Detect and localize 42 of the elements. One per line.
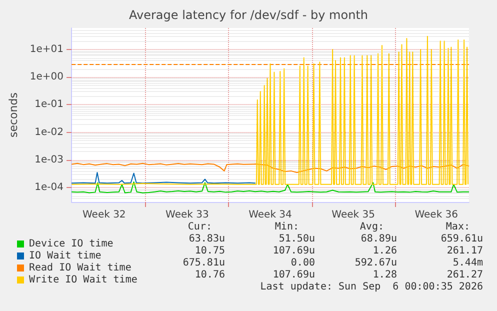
line-series: [71, 36, 469, 185]
text: Min:: [274, 222, 299, 232]
line-series: [71, 181, 470, 194]
y-tick-label: 1e-03: [34, 154, 64, 166]
text: 675.81u: [182, 258, 225, 268]
text: 51.50u: [278, 234, 315, 244]
text: 63.83u: [188, 234, 225, 244]
y-axis-title: seconds: [7, 92, 20, 138]
legend-label: IO Wait time: [29, 250, 102, 262]
text: 261.17: [446, 246, 483, 256]
text: 1.28: [372, 270, 397, 280]
y-tick-label: 1e+01: [30, 44, 64, 55]
y-tick-label: 1e-01: [34, 99, 64, 110]
text: 5.44m: [452, 258, 483, 268]
text: 0.00: [290, 258, 315, 268]
chart-title: Average latency for /dev/sdf - by month: [128, 8, 368, 22]
text: 10.75: [194, 246, 225, 256]
text: 10.76: [194, 270, 225, 280]
text: 68.89u: [360, 234, 397, 244]
text: Max:: [446, 222, 470, 232]
x-tick-label: Week 35: [332, 210, 375, 220]
y-tick-label: 1e-02: [34, 126, 64, 138]
x-tick-label: Week 33: [166, 210, 209, 220]
line-series: [71, 162, 470, 174]
text: 592.67u: [354, 258, 397, 268]
legend-label: Write IO Wait time: [29, 274, 138, 286]
text: Last update: Sun Sep 6 00:00:35 2026: [260, 282, 483, 292]
text: Avg:: [360, 222, 384, 232]
x-tick-label: Week 34: [248, 210, 292, 220]
text: 1.26: [372, 246, 397, 256]
y-tick-label: 1e+00: [30, 72, 64, 83]
text: Cur:: [188, 222, 212, 232]
line-series: [71, 172, 256, 184]
legend-label: Read IO Wait time: [29, 262, 132, 274]
text: 107.69u: [272, 246, 315, 256]
legend-label: Device IO time: [29, 238, 114, 250]
text: 261.27: [446, 270, 483, 280]
y-tick-label: 1e-04: [34, 182, 64, 194]
x-tick-label: Week 36: [414, 210, 458, 220]
text: 107.69u: [272, 270, 315, 280]
text: 659.61u: [440, 234, 483, 244]
x-tick-label: Week 32: [82, 210, 126, 220]
